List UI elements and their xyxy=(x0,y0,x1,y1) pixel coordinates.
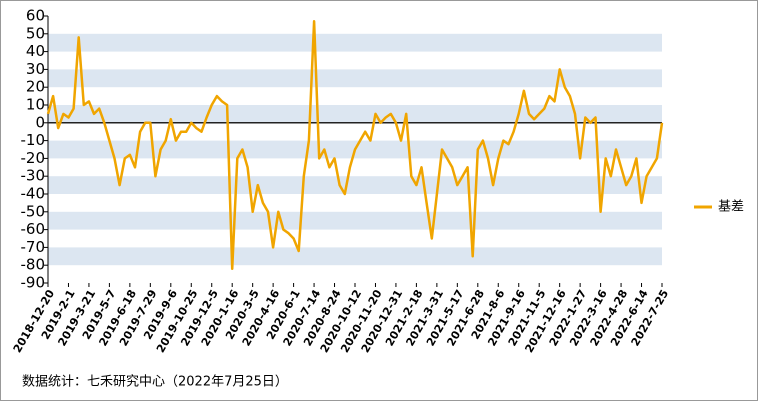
legend-label: 基差 xyxy=(718,200,744,215)
series-line xyxy=(46,20,664,271)
grid-band xyxy=(48,176,662,194)
y-tick-label: -70 xyxy=(21,238,46,256)
y-tick-label: -40 xyxy=(21,185,46,203)
grid-band xyxy=(48,247,662,266)
y-tick-label: -60 xyxy=(21,220,46,238)
grid-band xyxy=(48,69,662,88)
grid-band xyxy=(48,33,662,52)
y-tick-label: -80 xyxy=(21,256,46,274)
source-note: 数据统计：七禾研究中心（2022年7月25日） xyxy=(22,375,288,390)
y-tick-label: 50 xyxy=(26,24,45,42)
y-tick-label: -30 xyxy=(21,167,46,185)
y-tick-label: -10 xyxy=(21,131,46,149)
y-tick-label: 20 xyxy=(26,78,45,96)
grid-band xyxy=(48,211,662,230)
y-tick-label: -90 xyxy=(21,274,46,292)
y-tick-label: -50 xyxy=(21,202,46,220)
y-tick-label: 60 xyxy=(26,7,45,25)
y-tick-label: -20 xyxy=(21,149,46,167)
y-tick-label: 40 xyxy=(26,42,45,60)
y-tick-label: 0 xyxy=(35,113,45,131)
grid-band xyxy=(48,105,662,123)
y-tick-label: 10 xyxy=(26,96,45,114)
y-tick-label: 30 xyxy=(26,60,45,78)
